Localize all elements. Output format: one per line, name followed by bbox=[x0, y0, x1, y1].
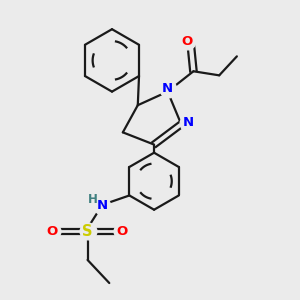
Text: N: N bbox=[182, 116, 194, 129]
Text: O: O bbox=[116, 225, 128, 238]
Text: N: N bbox=[162, 82, 173, 95]
Text: N: N bbox=[97, 199, 108, 212]
Text: S: S bbox=[82, 224, 93, 239]
Text: O: O bbox=[46, 225, 57, 238]
Text: O: O bbox=[181, 35, 192, 48]
Text: H: H bbox=[88, 193, 98, 206]
